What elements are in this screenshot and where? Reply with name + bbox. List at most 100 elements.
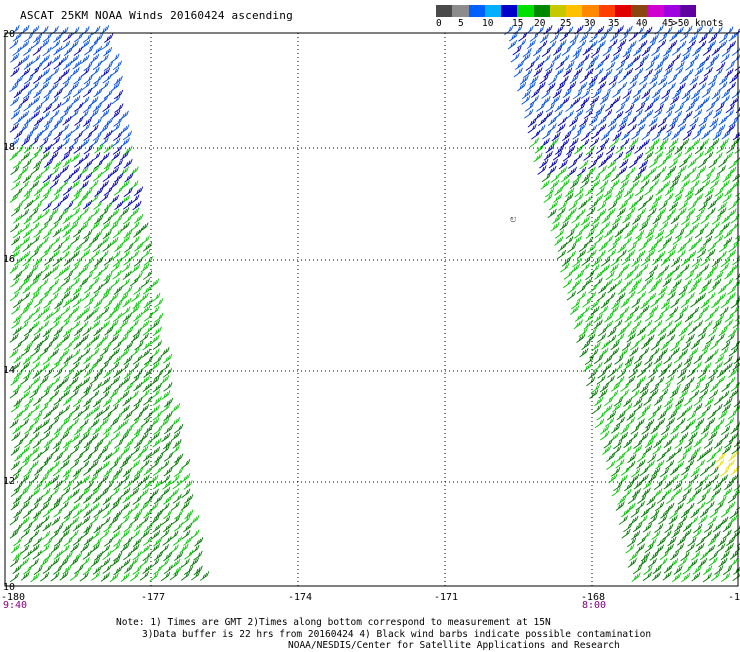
wind-barb (708, 158, 718, 169)
wind-barb (9, 572, 20, 583)
wind-barb (49, 123, 59, 133)
wind-barb (63, 256, 73, 267)
wind-barb (30, 110, 41, 120)
wind-barb (669, 509, 679, 520)
wind-barb (29, 249, 40, 259)
wind-barb (667, 285, 678, 296)
wind-barb (636, 368, 647, 378)
longitude-label: -174 (288, 592, 312, 603)
wind-barb (163, 411, 173, 422)
wind-barb (20, 81, 31, 92)
wind-barb (93, 270, 103, 280)
wind-barb (569, 179, 580, 189)
wind-barb (629, 551, 639, 561)
wind-barb (112, 145, 123, 155)
wind-barb (130, 417, 140, 428)
wind-barb (637, 494, 647, 504)
wind-barb (713, 395, 724, 406)
wind-barb (571, 299, 581, 310)
wind-barb (639, 221, 649, 232)
wind-barb (663, 438, 673, 449)
wind-barb (569, 33, 579, 44)
wind-barb (671, 572, 682, 583)
wind-barb (70, 502, 80, 513)
wind-barb (21, 250, 31, 261)
wind-barb (627, 558, 637, 568)
wind-barb (9, 82, 19, 93)
wind-barb (10, 376, 20, 386)
wind-barb (551, 53, 561, 63)
wind-barb (129, 166, 139, 176)
wind-barb (593, 361, 603, 372)
wind-barb (625, 249, 636, 260)
wind-barb (639, 347, 650, 357)
wind-barb (12, 494, 23, 505)
wind-barb (683, 320, 693, 330)
wind-barb (554, 145, 565, 155)
wind-barb (89, 109, 99, 119)
wind-barb (546, 82, 556, 93)
wind-barb (683, 110, 693, 121)
wind-barb (669, 222, 679, 232)
wind-barb (600, 264, 610, 274)
wind-barb (605, 145, 616, 155)
wind-barb (84, 481, 94, 491)
wind-barb (61, 305, 71, 316)
wind-barb (143, 298, 153, 309)
wind-barb (705, 60, 715, 70)
wind-barb (619, 32, 629, 42)
wind-barb (534, 26, 545, 36)
wind-barb (122, 130, 133, 141)
wind-barb (708, 431, 718, 441)
wind-barb (724, 438, 734, 449)
wind-barb (141, 544, 151, 554)
wind-barb (190, 515, 200, 525)
wind-barb (10, 207, 21, 217)
wind-barb (593, 235, 604, 245)
wind-barb (79, 320, 89, 331)
wind-barb (648, 473, 658, 483)
wind-barb (31, 347, 41, 357)
wind-barb (669, 388, 679, 399)
wind-barb (693, 396, 703, 407)
wind-barb (160, 571, 171, 582)
wind-barb (130, 207, 140, 218)
wind-barb (33, 298, 44, 308)
wind-barb (11, 235, 21, 246)
wind-barb (679, 389, 689, 399)
wind-barb (72, 508, 82, 519)
wind-barb (680, 52, 690, 63)
wind-barb (650, 509, 660, 519)
wind-barb (193, 550, 203, 561)
wind-barb (150, 361, 160, 372)
wind-barb (577, 291, 587, 302)
wind-barb (721, 425, 731, 435)
wind-barb (654, 151, 664, 161)
wind-barb (43, 424, 53, 434)
wind-barb (632, 235, 643, 245)
wind-barb (29, 473, 40, 484)
wind-barb (109, 460, 119, 470)
wind-barb (690, 95, 700, 106)
wind-barb (10, 249, 20, 260)
wind-barb (173, 522, 183, 532)
wind-barb (11, 361, 21, 372)
wind-barb (152, 479, 163, 490)
wind-barb (609, 305, 619, 315)
wind-barb (648, 117, 658, 127)
wind-barb (579, 33, 589, 43)
wind-barb (585, 229, 595, 239)
wind-barb (680, 179, 690, 189)
wind-barb (539, 158, 549, 169)
wind-barb (719, 306, 729, 317)
color-scale-labels: 0 5 10 15 20 25 30 35 40 45 >50 knots (436, 17, 723, 29)
wind-barb (94, 340, 104, 350)
wind-barb (43, 88, 53, 99)
wind-barb (659, 137, 669, 148)
wind-barb (143, 466, 153, 476)
wind-barb (623, 397, 633, 407)
lat-lon-grid (5, 33, 738, 586)
wind-barb (40, 81, 50, 91)
wind-barb (83, 536, 94, 546)
wind-barb (580, 215, 590, 226)
